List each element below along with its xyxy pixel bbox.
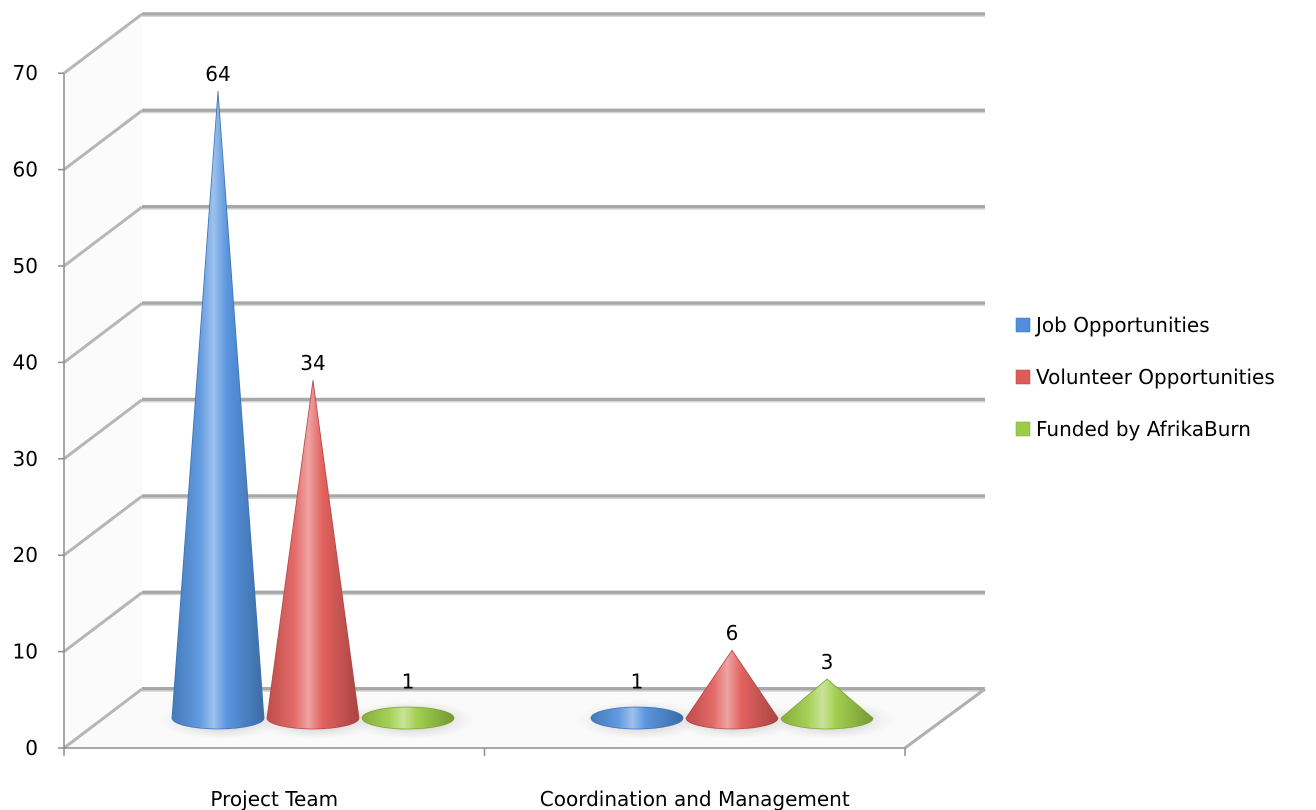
cone-funded-by-afrikaburn-1	[780, 678, 874, 730]
legend-label: Funded by AfrikaBurn	[1036, 417, 1251, 441]
side-gridline-0	[63, 687, 143, 750]
labels: 64 34 1 1 6 3	[205, 62, 833, 693]
side-gridline-20	[63, 495, 143, 557]
data-label: 64	[205, 62, 230, 86]
y-tick-label: 70	[13, 61, 38, 85]
legend: Job Opportunities Volunteer Opportunities…	[1015, 313, 1275, 441]
cone-job-opportunities-1	[590, 706, 684, 730]
y-tick-label: 40	[13, 350, 38, 374]
side-gridline-40	[63, 302, 143, 364]
side-gridline-50	[63, 205, 143, 268]
side-gridline-70	[63, 13, 143, 75]
legend-swatch	[1015, 317, 1031, 333]
side-wall	[64, 14, 142, 748]
side-gridline-60	[63, 109, 143, 171]
legend-label: Volunteer Opportunities	[1036, 365, 1275, 389]
legend-swatch	[1015, 421, 1031, 437]
y-tick-label: 50	[13, 254, 38, 278]
side-gridline-30	[63, 398, 143, 460]
category-label: Coordination and Management	[540, 787, 850, 810]
cone-volunteer-opportunities-0	[266, 380, 360, 730]
floor-edge-right	[904, 687, 986, 750]
legend-swatch	[1015, 369, 1031, 385]
side-gridline-10	[63, 591, 143, 653]
data-label: 1	[402, 669, 415, 693]
y-tick-label: 10	[13, 640, 38, 664]
cone-funded-by-afrikaburn-0	[361, 706, 455, 730]
y-tick-label: 30	[13, 447, 38, 471]
data-label: 6	[726, 621, 739, 645]
data-label: 1	[631, 669, 644, 693]
y-tick-label: 20	[13, 543, 38, 567]
cones	[171, 91, 874, 730]
cone-volunteer-opportunities-1	[685, 649, 779, 730]
cone-job-opportunities-0	[171, 91, 265, 730]
data-label: 34	[300, 351, 325, 375]
category-label: Project Team	[210, 787, 338, 810]
data-label: 3	[821, 650, 834, 674]
y-tick-label: 0	[25, 736, 38, 760]
axes: 0 10 20 30 40 50 60 70 Project Team Coordination …	[13, 61, 906, 810]
y-tick-label: 60	[13, 158, 38, 182]
legend-label: Job Opportunities	[1034, 313, 1210, 337]
